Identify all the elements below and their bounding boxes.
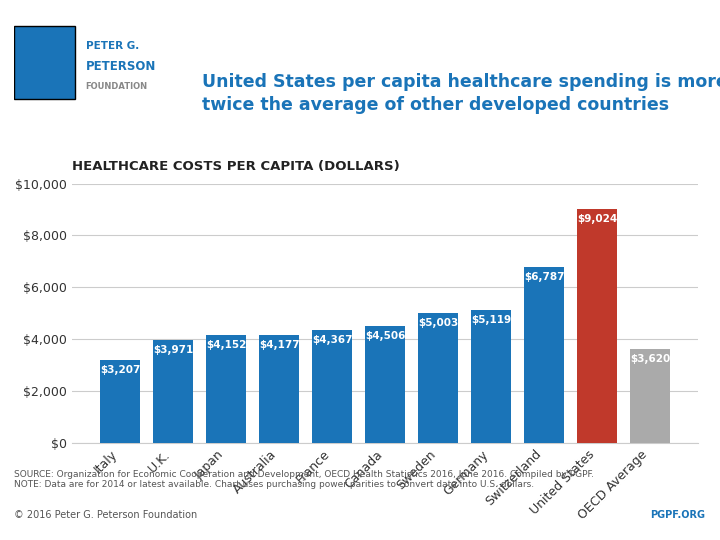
Text: HEALTHCARE COSTS PER CAPITA (DOLLARS): HEALTHCARE COSTS PER CAPITA (DOLLARS) xyxy=(72,160,400,173)
Text: $9,024: $9,024 xyxy=(577,214,617,224)
Text: $5,119: $5,119 xyxy=(471,315,511,325)
Bar xyxy=(101,360,140,443)
Bar xyxy=(472,310,511,443)
Text: $3,971: $3,971 xyxy=(153,345,194,355)
Text: $3,207: $3,207 xyxy=(100,365,140,375)
Text: © 2016 Peter G. Peterson Foundation: © 2016 Peter G. Peterson Foundation xyxy=(14,510,198,521)
Text: $5,003: $5,003 xyxy=(418,318,459,328)
Bar xyxy=(577,209,617,443)
Text: SOURCE: Organization for Economic Cooperation and Development, OECD Health Stati: SOURCE: Organization for Economic Cooper… xyxy=(14,470,595,489)
Bar xyxy=(418,313,458,443)
Text: $4,152: $4,152 xyxy=(206,340,246,350)
FancyBboxPatch shape xyxy=(14,26,75,99)
Text: $6,787: $6,787 xyxy=(524,272,564,282)
Text: United States per capita healthcare spending is more than
twice the average of o: United States per capita healthcare spen… xyxy=(202,73,720,114)
Text: $4,177: $4,177 xyxy=(259,340,300,350)
Text: $4,367: $4,367 xyxy=(312,335,353,345)
Text: $3,620: $3,620 xyxy=(630,354,670,364)
Text: FOUNDATION: FOUNDATION xyxy=(86,82,148,91)
Bar xyxy=(630,349,670,443)
Bar xyxy=(259,335,299,443)
Bar xyxy=(365,326,405,443)
Bar xyxy=(153,340,193,443)
Text: $4,506: $4,506 xyxy=(365,331,405,341)
Bar xyxy=(312,329,352,443)
Text: PETERSON: PETERSON xyxy=(86,60,156,73)
Bar xyxy=(524,267,564,443)
Text: PETER G.: PETER G. xyxy=(86,40,139,51)
Text: PGPF.ORG: PGPF.ORG xyxy=(651,510,706,521)
Bar xyxy=(207,335,246,443)
